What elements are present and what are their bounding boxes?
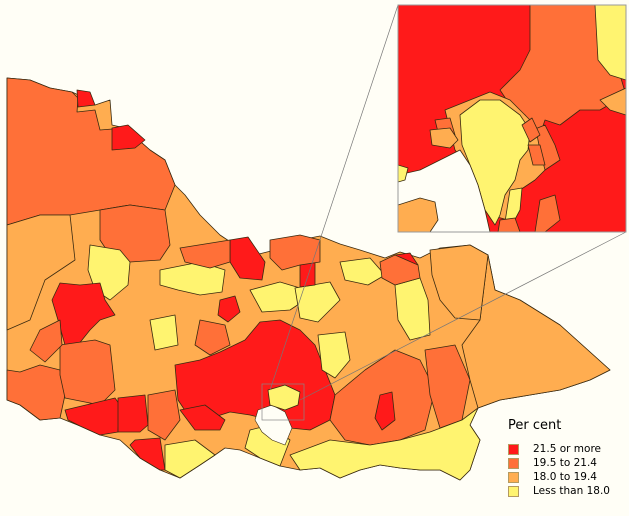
legend-swatch-orange (508, 471, 519, 483)
legend-item: Less than 18.0 (508, 484, 610, 498)
legend-label: 18.0 to 19.4 (533, 471, 597, 483)
legend: Per cent 21.5 or more 19.5 to 21.4 18.0 … (508, 418, 610, 498)
region-red-east (374, 391, 396, 431)
region-w2 (99, 204, 171, 263)
inset-connector-right (299, 231, 627, 401)
region-yellow-c6 (339, 257, 386, 286)
region-ne (429, 244, 489, 321)
region-or-c3 (379, 254, 421, 286)
region-nw-red1 (76, 89, 96, 108)
legend-label: Less than 18.0 (533, 485, 610, 497)
region-sw5 (149, 314, 179, 351)
region-sw1 (6, 364, 66, 421)
legend-item: 19.5 to 21.4 (508, 456, 610, 470)
region-red-north4 (217, 295, 241, 323)
region-or-c2 (179, 239, 231, 269)
region-or-c1 (269, 234, 321, 271)
region-sw-yellow (164, 439, 216, 479)
legend-swatch-red (508, 443, 519, 455)
inset-map (397, 4, 627, 233)
region-w1 (6, 214, 76, 331)
region-central-red2 (179, 404, 226, 431)
region-yellow-c3 (294, 281, 341, 323)
region-sw-red2 (117, 394, 149, 433)
region-sw3 (147, 389, 181, 441)
state-map (6, 77, 611, 481)
region-yellow-c4 (317, 331, 351, 379)
region-sw4 (29, 319, 63, 363)
region-sw-red1 (64, 397, 121, 436)
region-sw2 (59, 339, 116, 406)
legend-label: 21.5 or more (533, 443, 601, 455)
inset-frame (397, 4, 627, 233)
region-se-yellow (289, 407, 481, 481)
legend-item: 21.5 or more (508, 442, 610, 456)
legend-swatch-yellow (508, 485, 519, 497)
region-melbourne-core (267, 384, 301, 411)
region-red-west (51, 282, 116, 346)
inset-connector-left (269, 4, 399, 391)
legend-item: 18.0 to 19.4 (508, 470, 610, 484)
legend-title: Per cent (508, 418, 562, 433)
legend-swatch-orange-red (508, 457, 519, 469)
region-sw-red3 (129, 437, 166, 471)
inset-source-box (261, 383, 305, 421)
region-nw-red2 (111, 124, 146, 151)
region-red-north2 (299, 261, 316, 288)
region-east-gippsland (461, 254, 611, 409)
region-or-c4 (194, 319, 231, 356)
legend-label: 19.5 to 21.4 (533, 457, 597, 469)
